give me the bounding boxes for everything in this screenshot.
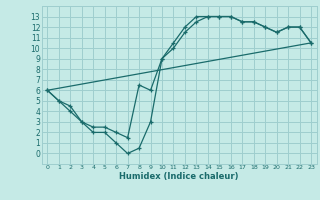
X-axis label: Humidex (Indice chaleur): Humidex (Indice chaleur) [119,172,239,181]
